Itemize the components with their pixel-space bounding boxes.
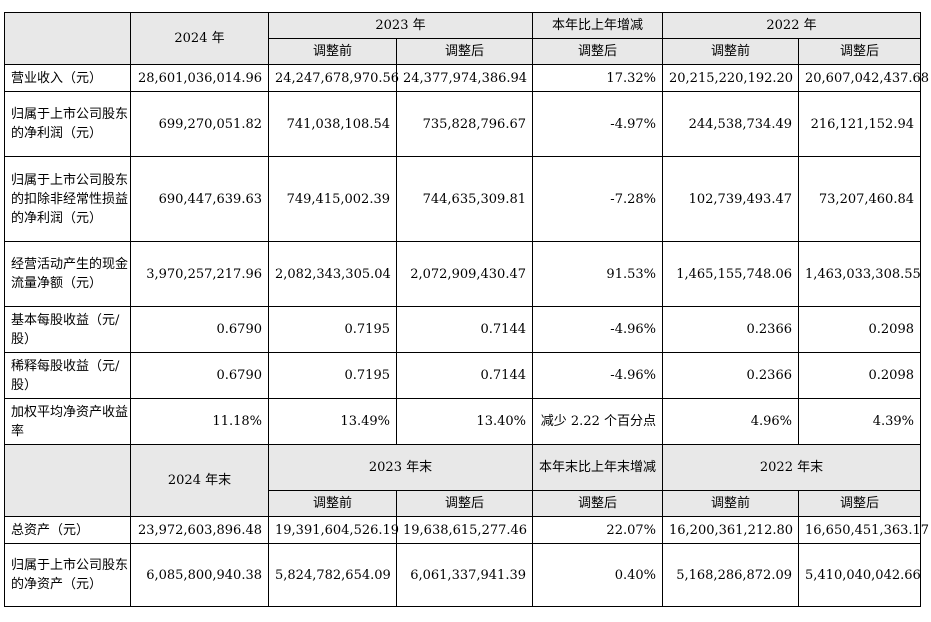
financial-indicators-table: 2024 年 2023 年 本年比上年增减 2022 年 调整前 调整后 调整后…: [4, 12, 929, 607]
cell-2023-before: 741,038,108.54: [268, 91, 397, 157]
header-2022: 2022 年: [662, 12, 921, 39]
cell-2022-after: 4.39%: [798, 398, 921, 445]
cell-2024: 28,601,036,014.96: [130, 64, 269, 92]
cell-2022-after: 5,410,040,042.66: [798, 543, 921, 607]
cell-2023-before: 19,391,604,526.19: [268, 516, 399, 544]
cell-2023-before: 2,082,343,305.04: [268, 241, 397, 307]
cell-2022-before: 0.2366: [662, 352, 799, 399]
header-2023: 2023 年: [268, 12, 533, 39]
cell-2022-before: 0.2366: [662, 306, 799, 353]
cell-2022-before: 5,168,286,872.09: [662, 543, 799, 607]
table-row: 归属于上市公司股东的净资产（元） 6,085,800,940.38 5,824,…: [4, 543, 921, 607]
row-label: 营业收入（元）: [4, 64, 131, 92]
cell-2023-before: 5,824,782,654.09: [268, 543, 397, 607]
cell-2023-after: 24,377,974,386.94: [396, 64, 533, 92]
cell-change: 22.07%: [532, 516, 663, 544]
cell-2022-after: 73,207,460.84: [798, 156, 921, 242]
row-label: 归属于上市公司股东的净资产（元）: [4, 543, 131, 607]
header-2023-end-before: 调整前: [268, 490, 397, 517]
header-change-after: 调整后: [532, 38, 663, 65]
cell-2022-after: 0.2098: [798, 352, 921, 399]
header-2023-before: 调整前: [268, 38, 397, 65]
header-2023-end-after: 调整后: [396, 490, 533, 517]
cell-change: 减少 2.22 个百分点: [532, 398, 663, 445]
header-row-2: 调整前 调整后 调整后 调整前 调整后: [5, 38, 921, 65]
cell-2023-after: 19,638,615,277.46: [396, 516, 533, 544]
cell-2023-before: 13.49%: [268, 398, 397, 445]
table-row: 基本每股收益（元/股） 0.6790 0.7195 0.7144 -4.96% …: [4, 306, 921, 353]
row-label: 稀释每股收益（元/股）: [4, 352, 131, 399]
cell-2022-after: 1,463,033,308.55: [798, 241, 921, 307]
row-label: 归属于上市公司股东的净利润（元）: [4, 91, 131, 157]
header-2024: 2024 年: [130, 12, 269, 65]
cell-change: -4.97%: [532, 91, 663, 157]
header-2023-after: 调整后: [396, 38, 533, 65]
cell-2023-after: 735,828,796.67: [396, 91, 533, 157]
cell-2022-before: 20,215,220,192.20: [662, 64, 799, 92]
cell-2023-after: 744,635,309.81: [396, 156, 533, 242]
cell-2024: 0.6790: [130, 352, 269, 399]
row-label: 基本每股收益（元/股）: [4, 306, 131, 353]
table-row: 营业收入（元） 28,601,036,014.96 24,247,678,970…: [4, 64, 929, 92]
header-change-end: 本年末比上年末增减: [532, 444, 663, 491]
row-label: 加权平均净资产收益率: [4, 398, 131, 445]
header-2024-end: 2024 年末: [130, 444, 269, 517]
cell-2022-before: 1,465,155,748.06: [662, 241, 799, 307]
header-row-3: 2024 年末 2023 年末 本年末比上年末增减 2022 年末: [4, 444, 921, 517]
cell-2022-after: 20,607,042,437.68: [798, 64, 929, 92]
table-row: 归属于上市公司股东的扣除非经常性损益的净利润（元） 690,447,639.63…: [4, 156, 921, 242]
cell-2022-after: 0.2098: [798, 306, 921, 353]
cell-change: -7.28%: [532, 156, 663, 242]
cell-2024: 690,447,639.63: [130, 156, 269, 242]
header-2022-end: 2022 年末: [662, 444, 921, 491]
cell-2022-after: 16,650,451,363.17: [798, 516, 929, 544]
cell-2023-after: 13.40%: [396, 398, 533, 445]
cell-2022-before: 102,739,493.47: [662, 156, 799, 242]
corner-cell-2: [4, 444, 131, 517]
cell-2023-after: 6,061,337,941.39: [396, 543, 533, 607]
cell-2024: 11.18%: [130, 398, 269, 445]
header-2022-end-before: 调整前: [662, 490, 799, 517]
header-row-4: 调整前 调整后 调整后 调整前 调整后: [5, 490, 921, 517]
cell-2023-before: 24,247,678,970.56: [268, 64, 399, 92]
table-row: 总资产（元） 23,972,603,896.48 19,391,604,526.…: [4, 516, 929, 544]
cell-2023-after: 0.7144: [396, 306, 533, 353]
header-change-end-after: 调整后: [532, 490, 663, 517]
cell-change: 91.53%: [532, 241, 663, 307]
cell-2022-before: 244,538,734.49: [662, 91, 799, 157]
row-label: 经营活动产生的现金流量净额（元）: [4, 241, 131, 307]
cell-change: -4.96%: [532, 352, 663, 399]
row-label: 归属于上市公司股东的扣除非经常性损益的净利润（元）: [4, 156, 131, 242]
table-row: 稀释每股收益（元/股） 0.6790 0.7195 0.7144 -4.96% …: [4, 352, 921, 399]
cell-2024: 3,970,257,217.96: [130, 241, 269, 307]
cell-2024: 23,972,603,896.48: [130, 516, 269, 544]
cell-change: -4.96%: [532, 306, 663, 353]
cell-2022-after: 216,121,152.94: [798, 91, 921, 157]
cell-change: 0.40%: [532, 543, 663, 607]
cell-2024: 0.6790: [130, 306, 269, 353]
table-row: 加权平均净资产收益率 11.18% 13.49% 13.40% 减少 2.22 …: [4, 398, 921, 445]
cell-2023-after: 2,072,909,430.47: [396, 241, 533, 307]
cell-2022-before: 16,200,361,212.80: [662, 516, 799, 544]
cell-2023-after: 0.7144: [396, 352, 533, 399]
header-row-1: 2024 年 2023 年 本年比上年增减 2022 年: [4, 12, 921, 65]
cell-2024: 6,085,800,940.38: [130, 543, 269, 607]
header-2022-after: 调整后: [798, 38, 921, 65]
table-row: 经营活动产生的现金流量净额（元） 3,970,257,217.96 2,082,…: [4, 241, 921, 307]
cell-change: 17.32%: [532, 64, 663, 92]
header-change: 本年比上年增减: [532, 12, 663, 39]
table-row: 归属于上市公司股东的净利润（元） 699,270,051.82 741,038,…: [4, 91, 921, 157]
header-2022-before: 调整前: [662, 38, 799, 65]
row-label: 总资产（元）: [4, 516, 131, 544]
cell-2023-before: 0.7195: [268, 306, 397, 353]
cell-2024: 699,270,051.82: [130, 91, 269, 157]
corner-cell: [4, 12, 131, 65]
cell-2022-before: 4.96%: [662, 398, 799, 445]
header-2023-end: 2023 年末: [268, 444, 533, 491]
cell-2023-before: 749,415,002.39: [268, 156, 397, 242]
header-2022-end-after: 调整后: [798, 490, 921, 517]
cell-2023-before: 0.7195: [268, 352, 397, 399]
